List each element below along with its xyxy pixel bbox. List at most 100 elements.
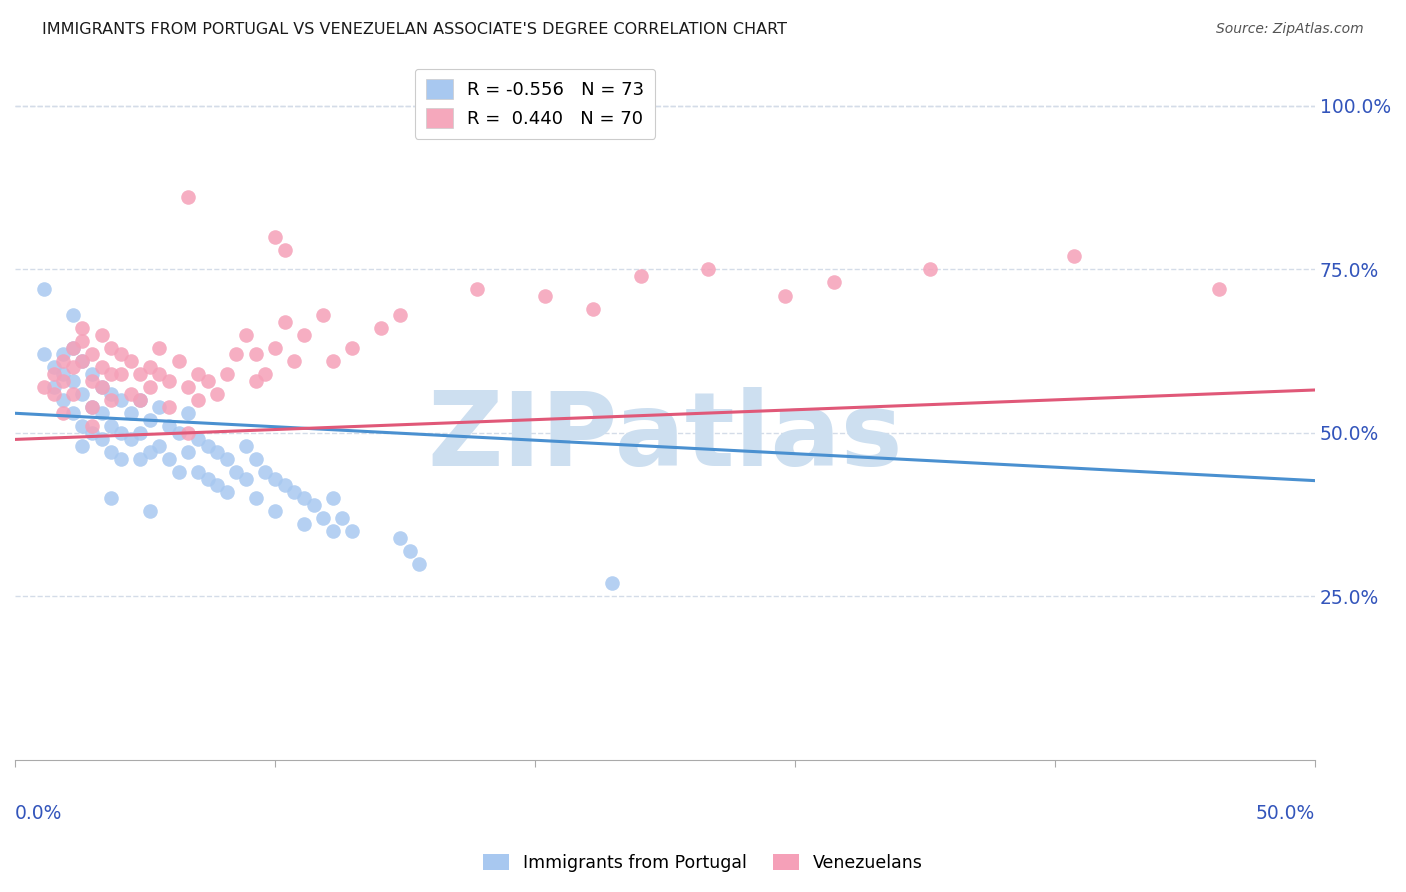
Point bbox=[72, 386, 94, 401]
Point bbox=[697, 262, 720, 277]
Legend: R = -0.556   N = 73, R =  0.440   N = 70: R = -0.556 N = 73, R = 0.440 N = 70 bbox=[415, 69, 655, 139]
Point bbox=[408, 557, 430, 571]
Text: ZIPatlas: ZIPatlas bbox=[427, 386, 903, 488]
Point bbox=[100, 419, 122, 434]
Point bbox=[235, 327, 257, 342]
Point bbox=[177, 445, 200, 459]
Point bbox=[167, 425, 190, 440]
Point bbox=[110, 347, 132, 361]
Point bbox=[120, 406, 142, 420]
Point bbox=[918, 262, 941, 277]
Point bbox=[167, 465, 190, 479]
Text: IMMIGRANTS FROM PORTUGAL VS VENEZUELAN ASSOCIATE'S DEGREE CORRELATION CHART: IMMIGRANTS FROM PORTUGAL VS VENEZUELAN A… bbox=[42, 22, 787, 37]
Point bbox=[100, 445, 122, 459]
Point bbox=[120, 433, 142, 447]
Point bbox=[465, 282, 488, 296]
Point bbox=[273, 478, 295, 492]
Point bbox=[322, 491, 344, 506]
Point bbox=[312, 511, 335, 525]
Point bbox=[264, 472, 287, 486]
Point bbox=[52, 347, 75, 361]
Point bbox=[283, 354, 305, 368]
Point bbox=[62, 374, 84, 388]
Point bbox=[370, 321, 392, 335]
Point bbox=[775, 288, 797, 302]
Point bbox=[187, 465, 209, 479]
Point bbox=[187, 433, 209, 447]
Point bbox=[62, 360, 84, 375]
Point bbox=[177, 190, 200, 204]
Point bbox=[52, 374, 75, 388]
Point bbox=[72, 354, 94, 368]
Point bbox=[139, 504, 162, 518]
Point bbox=[148, 439, 170, 453]
Point bbox=[80, 419, 103, 434]
Point bbox=[197, 374, 219, 388]
Point bbox=[80, 400, 103, 414]
Point bbox=[62, 341, 84, 355]
Point bbox=[322, 524, 344, 538]
Point bbox=[254, 465, 277, 479]
Point bbox=[225, 347, 247, 361]
Point bbox=[254, 367, 277, 381]
Point bbox=[245, 491, 267, 506]
Point bbox=[245, 452, 267, 467]
Point bbox=[205, 386, 228, 401]
Point bbox=[322, 354, 344, 368]
Point bbox=[90, 406, 112, 420]
Point bbox=[157, 419, 180, 434]
Point bbox=[32, 347, 55, 361]
Point bbox=[62, 308, 84, 322]
Point bbox=[100, 491, 122, 506]
Point bbox=[340, 524, 363, 538]
Text: 50.0%: 50.0% bbox=[1256, 805, 1315, 823]
Point bbox=[90, 380, 112, 394]
Point bbox=[42, 386, 65, 401]
Point bbox=[129, 393, 152, 408]
Point bbox=[312, 308, 335, 322]
Legend: Immigrants from Portugal, Venezuelans: Immigrants from Portugal, Venezuelans bbox=[477, 847, 929, 879]
Point bbox=[148, 367, 170, 381]
Point bbox=[225, 465, 247, 479]
Point bbox=[110, 393, 132, 408]
Point bbox=[630, 268, 652, 283]
Point bbox=[100, 341, 122, 355]
Point bbox=[62, 386, 84, 401]
Point bbox=[264, 504, 287, 518]
Point bbox=[1208, 282, 1230, 296]
Point bbox=[389, 308, 412, 322]
Point bbox=[600, 576, 623, 591]
Point bbox=[52, 406, 75, 420]
Point bbox=[139, 413, 162, 427]
Point bbox=[42, 380, 65, 394]
Point bbox=[72, 321, 94, 335]
Point bbox=[139, 380, 162, 394]
Point bbox=[62, 406, 84, 420]
Point bbox=[72, 334, 94, 349]
Point bbox=[139, 445, 162, 459]
Point bbox=[80, 400, 103, 414]
Point bbox=[332, 511, 354, 525]
Point bbox=[187, 393, 209, 408]
Point bbox=[120, 386, 142, 401]
Point bbox=[187, 367, 209, 381]
Point bbox=[100, 367, 122, 381]
Point bbox=[52, 367, 75, 381]
Point bbox=[129, 367, 152, 381]
Point bbox=[245, 374, 267, 388]
Point bbox=[197, 472, 219, 486]
Point bbox=[340, 341, 363, 355]
Point bbox=[90, 327, 112, 342]
Point bbox=[215, 452, 238, 467]
Point bbox=[129, 452, 152, 467]
Point bbox=[283, 484, 305, 499]
Point bbox=[273, 315, 295, 329]
Point bbox=[129, 393, 152, 408]
Point bbox=[52, 393, 75, 408]
Point bbox=[389, 531, 412, 545]
Point bbox=[129, 425, 152, 440]
Point bbox=[148, 400, 170, 414]
Point bbox=[533, 288, 555, 302]
Point bbox=[80, 425, 103, 440]
Point bbox=[398, 543, 420, 558]
